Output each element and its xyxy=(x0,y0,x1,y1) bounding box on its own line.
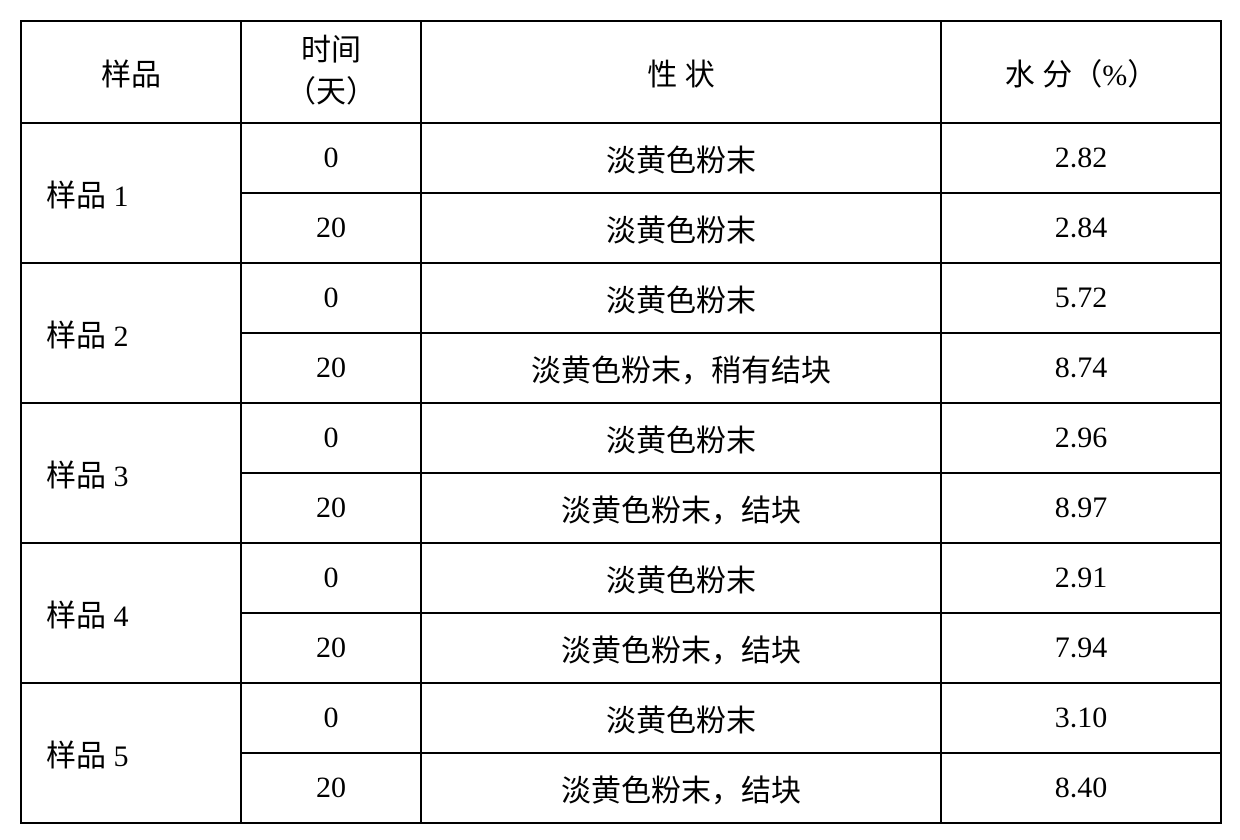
cell-property: 淡黄色粉末，稍有结块 xyxy=(421,333,941,403)
cell-property: 淡黄色粉末，结块 xyxy=(421,613,941,683)
cell-moisture: 8.40 xyxy=(941,753,1221,823)
header-moisture: 水 分（%） xyxy=(941,21,1221,123)
cell-time: 20 xyxy=(241,753,421,823)
cell-property: 淡黄色粉末 xyxy=(421,403,941,473)
header-property: 性 状 xyxy=(421,21,941,123)
header-time: 时间 （天） xyxy=(241,21,421,123)
cell-moisture: 7.94 xyxy=(941,613,1221,683)
header-sample: 样品 xyxy=(21,21,241,123)
cell-moisture: 8.74 xyxy=(941,333,1221,403)
table-body: 样品 1 0 淡黄色粉末 2.82 20 淡黄色粉末 2.84 样品 2 0 淡… xyxy=(21,123,1221,823)
cell-property: 淡黄色粉末，结块 xyxy=(421,753,941,823)
cell-time: 20 xyxy=(241,333,421,403)
cell-moisture: 5.72 xyxy=(941,263,1221,333)
cell-sample: 样品 5 xyxy=(21,683,241,823)
cell-time: 0 xyxy=(241,263,421,333)
cell-time: 20 xyxy=(241,473,421,543)
cell-sample: 样品 1 xyxy=(21,123,241,263)
cell-time: 20 xyxy=(241,193,421,263)
cell-moisture: 3.10 xyxy=(941,683,1221,753)
cell-time: 0 xyxy=(241,123,421,193)
cell-sample: 样品 2 xyxy=(21,263,241,403)
cell-sample: 样品 4 xyxy=(21,543,241,683)
table-row: 样品 3 0 淡黄色粉末 2.96 xyxy=(21,403,1221,473)
cell-time: 0 xyxy=(241,683,421,753)
cell-moisture: 2.84 xyxy=(941,193,1221,263)
cell-time: 0 xyxy=(241,403,421,473)
cell-property: 淡黄色粉末 xyxy=(421,683,941,753)
cell-moisture: 2.82 xyxy=(941,123,1221,193)
cell-moisture: 2.91 xyxy=(941,543,1221,613)
cell-property: 淡黄色粉末 xyxy=(421,193,941,263)
table-row: 样品 4 0 淡黄色粉末 2.91 xyxy=(21,543,1221,613)
table-header-row: 样品 时间 （天） 性 状 水 分（%） xyxy=(21,21,1221,123)
table-row: 样品 2 0 淡黄色粉末 5.72 xyxy=(21,263,1221,333)
cell-moisture: 2.96 xyxy=(941,403,1221,473)
header-time-line2: （天） xyxy=(286,76,376,109)
table-row: 样品 1 0 淡黄色粉末 2.82 xyxy=(21,123,1221,193)
cell-property: 淡黄色粉末，结块 xyxy=(421,473,941,543)
sample-data-table: 样品 时间 （天） 性 状 水 分（%） 样品 1 0 淡黄色粉末 2.82 2… xyxy=(20,20,1222,824)
cell-time: 0 xyxy=(241,543,421,613)
cell-time: 20 xyxy=(241,613,421,683)
cell-property: 淡黄色粉末 xyxy=(421,543,941,613)
cell-property: 淡黄色粉末 xyxy=(421,123,941,193)
cell-moisture: 8.97 xyxy=(941,473,1221,543)
header-time-line1: 时间 xyxy=(301,34,361,67)
cell-property: 淡黄色粉末 xyxy=(421,263,941,333)
table-row: 样品 5 0 淡黄色粉末 3.10 xyxy=(21,683,1221,753)
cell-sample: 样品 3 xyxy=(21,403,241,543)
